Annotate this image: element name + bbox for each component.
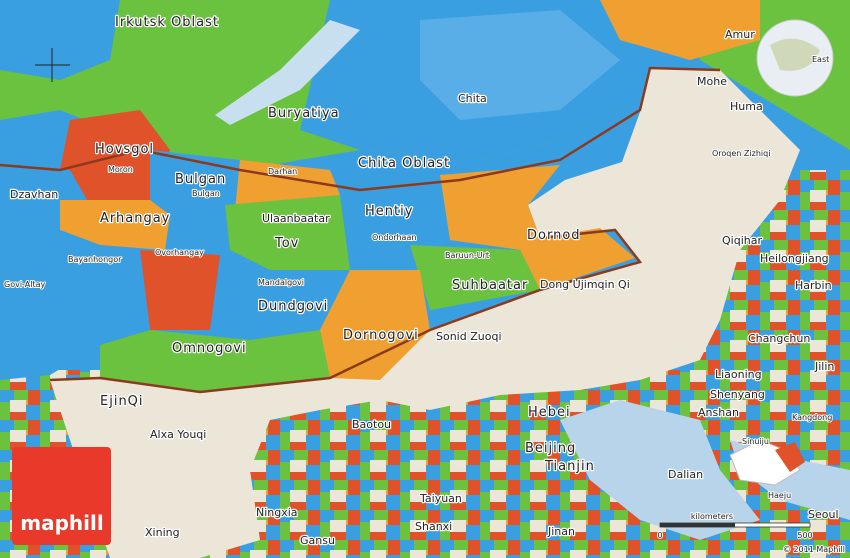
place-label: Haeju xyxy=(768,491,791,500)
place-label: Govi-Altay xyxy=(4,280,45,289)
place-label: Moron xyxy=(108,165,133,174)
place-label: East xyxy=(812,55,829,64)
place-label: Sonid Zuoqi xyxy=(436,330,502,343)
place-label: Oroqen Zizhiqi xyxy=(712,149,770,158)
place-label: Chita xyxy=(458,92,487,105)
labels: Irkutsk Oblast Amur Mohe Huma Buryatiya … xyxy=(3,14,840,549)
place-label: Taiyuan xyxy=(419,492,462,505)
scale-end: 500 xyxy=(797,531,812,540)
place-label: Alxa Youqi xyxy=(150,428,206,441)
place-label: Ningxia xyxy=(256,506,298,519)
place-label: Sinuiju xyxy=(742,437,769,446)
place-label: Ulaanbaatar xyxy=(262,212,330,225)
place-label: Gansu xyxy=(300,534,335,547)
place-label: Kangdong xyxy=(792,413,832,422)
place-label: Dalian xyxy=(668,468,703,481)
logo: maphill xyxy=(12,447,111,545)
place-label: Anshan xyxy=(698,406,739,419)
place-label: Ovorhangay xyxy=(155,248,204,257)
place-label: Suhbaatar xyxy=(452,278,528,293)
place-label: Huma xyxy=(730,100,763,113)
scale-bar: kilometers 0 500 © 2011 Maphill xyxy=(656,511,846,555)
place-label: Bulgan xyxy=(175,172,226,187)
place-label: Ondorhaan xyxy=(372,233,416,242)
place-label: Baruun-Urt xyxy=(445,251,489,260)
place-label: Dundgovi xyxy=(258,299,328,314)
copyright: © 2011 Maphill xyxy=(783,545,845,554)
place-label: Qiqihar xyxy=(722,234,762,247)
place-label: Hebei xyxy=(528,405,571,420)
place-label: Beijing xyxy=(525,441,576,456)
place-label: Mohe xyxy=(697,75,727,88)
place-label: Amur xyxy=(725,28,755,41)
place-label: Omnogovi xyxy=(172,341,247,356)
place-label: Jilin xyxy=(814,360,834,373)
place-label: Dong Ujimqin Qi xyxy=(540,278,630,291)
place-label: Dzavhan xyxy=(10,188,58,201)
place-label: Darhan xyxy=(268,167,297,176)
place-label: Irkutsk Oblast xyxy=(115,15,219,30)
place-label: Xining xyxy=(145,526,180,539)
place-label: Buryatiya xyxy=(268,106,340,121)
place-label: Mandalgovi xyxy=(258,278,304,287)
place-label: Tov xyxy=(274,236,299,251)
place-label: Seoul xyxy=(808,508,839,521)
brand: maphill xyxy=(20,511,103,535)
place-label: Tianjin xyxy=(544,459,595,474)
place-label: Baotou xyxy=(352,418,391,431)
place-label: Liaoning xyxy=(715,368,762,381)
place-label: Chita Oblast xyxy=(358,156,450,171)
place-label: Bulgan xyxy=(192,189,220,198)
scale-start: 0 xyxy=(657,531,662,540)
place-label: Jinan xyxy=(547,525,575,538)
place-label: EjinQi xyxy=(100,394,144,409)
place-label: Changchun xyxy=(748,332,810,345)
place-label: Shanxi xyxy=(415,520,452,533)
place-label: Dornogovi xyxy=(343,328,419,343)
scale-unit: kilometers xyxy=(691,512,733,521)
place-label: Dornod xyxy=(527,228,581,243)
place-label: Heilongjiang xyxy=(760,252,829,265)
place-label: Hentiy xyxy=(365,204,413,219)
place-label: Shenyang xyxy=(710,388,765,401)
place-label: Hovsgol xyxy=(95,142,154,157)
place-label: Harbin xyxy=(795,279,832,292)
place-label: Bayanhongor xyxy=(68,255,122,264)
place-label: Arhangay xyxy=(100,211,170,226)
